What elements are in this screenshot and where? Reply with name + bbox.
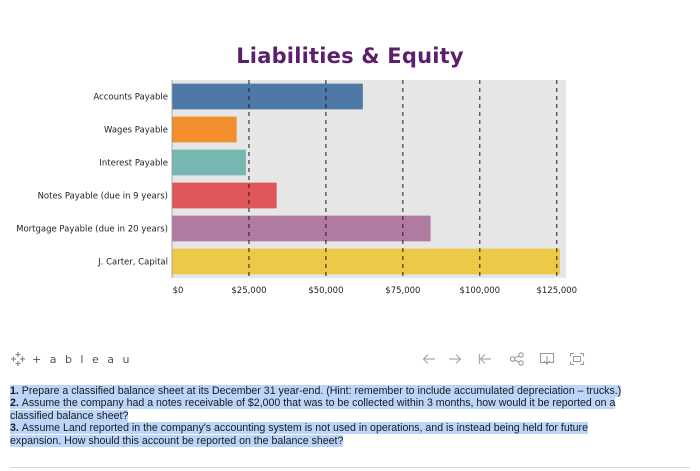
fullscreen-icon[interactable] xyxy=(568,350,586,368)
question-line: 1. Prepare a classified balance sheet at… xyxy=(10,385,700,397)
category-label: J. Carter, Capital xyxy=(97,258,168,268)
bar-chart: Accounts Payable Wages Payable Interest Pa… xyxy=(16,80,577,296)
bar-j-carter-capital xyxy=(172,248,560,275)
tableau-toolbar: + a b l e a u xyxy=(0,348,600,370)
back-arrow-icon[interactable] xyxy=(420,350,438,368)
x-tick-label: $50,000 xyxy=(308,286,343,296)
bar-wages-payable xyxy=(172,116,237,143)
divider xyxy=(10,467,690,468)
tableau-brand-text: + a b l e a u xyxy=(32,352,132,366)
question-text: 2. Assume the company had a notes receiv… xyxy=(10,397,616,410)
bar-interest-payable xyxy=(172,149,246,176)
x-tick-label: $100,000 xyxy=(460,286,501,296)
share-icon[interactable] xyxy=(508,350,526,368)
category-label: Accounts Payable xyxy=(93,93,168,103)
category-label: Notes Payable (due in 9 years) xyxy=(38,192,168,202)
question-line: expansion. How should this account be re… xyxy=(10,434,700,447)
question-text: classified balance sheet? xyxy=(10,409,129,422)
question-text: 3. Assume Land reported in the company's… xyxy=(10,422,588,435)
category-label: Wages Payable xyxy=(104,126,168,136)
plot-background xyxy=(172,80,566,278)
bar-accounts-payable xyxy=(172,83,363,110)
question-line: classified balance sheet? xyxy=(10,409,700,422)
chart-title: Liabilities & Equity xyxy=(236,44,464,68)
question-text: 1. Prepare a classified balance sheet at… xyxy=(10,385,622,397)
question-number: 3. xyxy=(10,422,22,435)
question-number: 1. xyxy=(10,385,22,397)
question-list: 1. Prepare a classified balance sheet at… xyxy=(10,385,700,447)
reset-icon[interactable] xyxy=(476,350,494,368)
forward-arrow-icon[interactable] xyxy=(446,350,464,368)
category-label: Interest Payable xyxy=(99,159,168,169)
question-number: 2. xyxy=(10,397,22,410)
bar-notes-payable-due-in-9-years xyxy=(172,182,277,209)
question-text: expansion. How should this account be re… xyxy=(10,434,344,447)
download-icon[interactable] xyxy=(538,350,556,368)
x-tick-label: $0 xyxy=(173,286,184,296)
bar-mortgage-payable-due-in-20-years xyxy=(172,215,431,242)
question-line: 3. Assume Land reported in the company's… xyxy=(10,422,700,435)
x-tick-label: $125,000 xyxy=(536,286,577,296)
tableau-logo: + a b l e a u xyxy=(10,350,132,368)
x-tick-label: $25,000 xyxy=(231,286,266,296)
question-line: 2. Assume the company had a notes receiv… xyxy=(10,397,700,410)
x-tick-label: $75,000 xyxy=(385,286,420,296)
tableau-logo-icon xyxy=(11,352,25,366)
category-label: Mortgage Payable (due in 20 years) xyxy=(16,225,168,235)
